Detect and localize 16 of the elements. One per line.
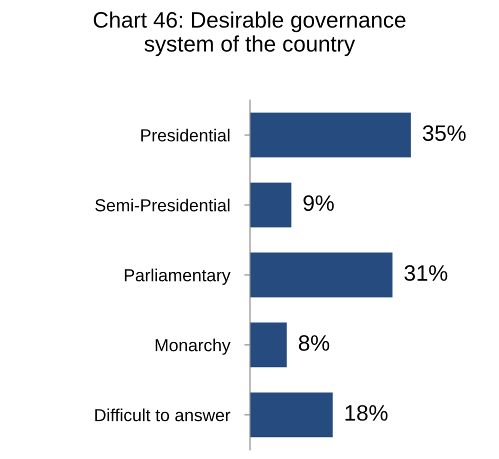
bar (250, 182, 292, 228)
data-label: 31% (404, 265, 448, 281)
data-label: 18% (346, 405, 388, 421)
data-label: 35% (422, 125, 466, 142)
data-label: 9% (304, 195, 334, 211)
bar (250, 112, 411, 158)
bar (250, 392, 333, 438)
y-tick-label: Difficult to answer (95, 408, 230, 422)
bar (250, 322, 287, 368)
chart-title: Chart 46: Desirable governance system of the country (94, 11, 406, 56)
bar (250, 252, 392, 298)
y-tick-label: Parliamentary (124, 268, 231, 285)
y-tick-label: Monarchy (156, 338, 231, 355)
y-tick-label: Semi-Presidential (95, 198, 230, 212)
data-label: 8% (298, 335, 330, 351)
y-tick-label: Presidential (141, 128, 230, 142)
